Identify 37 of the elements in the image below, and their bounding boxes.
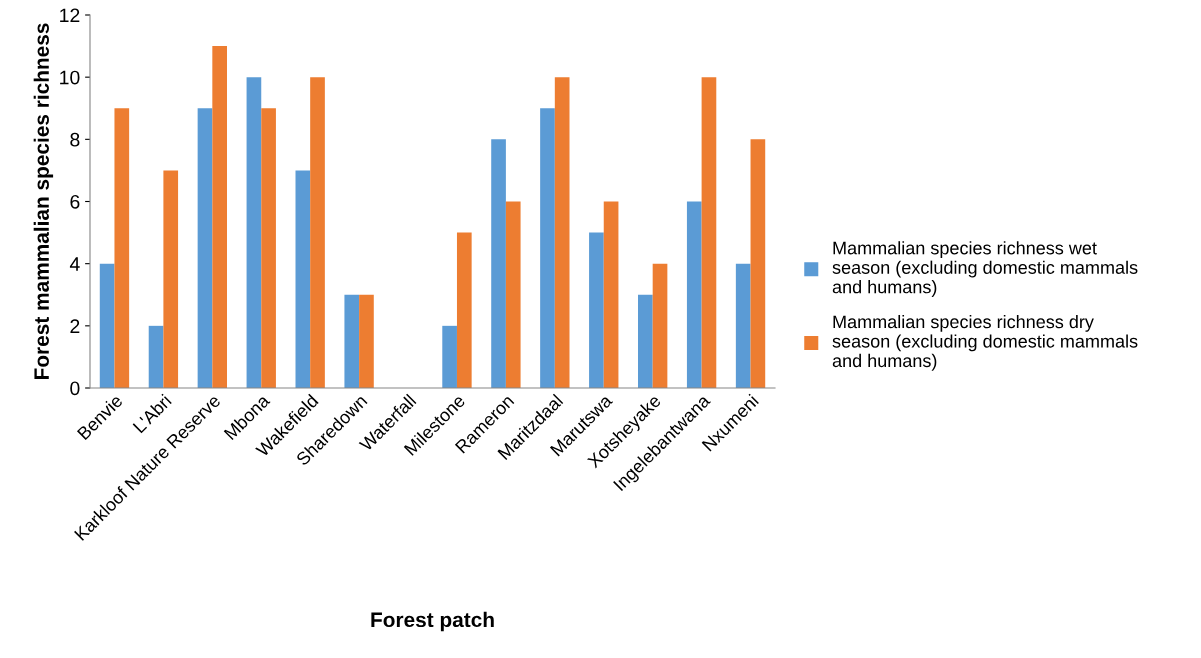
bar [114,108,130,388]
bar [99,263,115,388]
bar [603,201,619,388]
y-axis-title: Forest mammalian species richness [33,23,54,379]
bar [163,170,179,388]
bar [456,232,472,388]
y-tick-label: 10 [60,70,80,85]
bar [310,77,325,388]
bar [701,77,717,388]
bar [212,46,227,388]
bar [638,294,653,388]
legend-label: Mammalian species richness dry season (excluding domestic mammals and humans) [832,314,1138,371]
bar [491,139,506,388]
y-tick-label: 12 [60,8,80,23]
bar [148,325,164,388]
bar [735,263,751,388]
bar [589,232,604,388]
bar [197,108,213,388]
bar [540,108,555,388]
y-tick-label: 4 [69,257,80,271]
bar [261,108,276,388]
x-axis-title: Forest patch [371,611,494,632]
y-tick-label: 2 [70,319,80,333]
y-tick-label: 6 [70,194,80,209]
bar [295,170,311,388]
bar [246,77,262,388]
legend-label: Mammalian species richness wet season (excluding domestic mammals and humans) [832,241,1138,297]
y-tick-label: 0 [70,381,80,396]
bar [554,77,570,388]
bar [750,139,766,388]
bar [505,201,521,388]
bar [686,201,702,388]
bar [344,294,360,388]
bar [359,294,374,388]
bar [442,325,457,388]
bar [652,263,668,388]
y-tick-label: 8 [70,132,80,147]
